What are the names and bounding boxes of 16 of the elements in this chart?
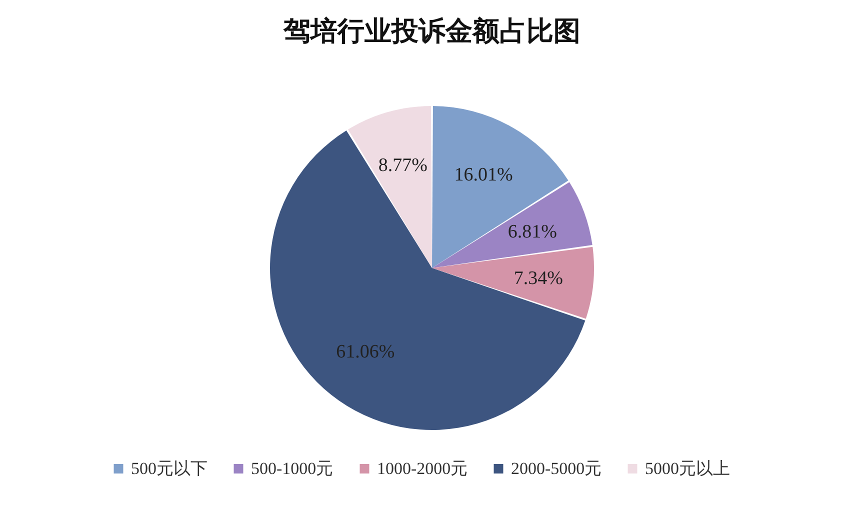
legend-label: 5000元以上 bbox=[645, 458, 730, 478]
pie-slice bbox=[432, 182, 592, 268]
pie-slice bbox=[270, 130, 586, 430]
pie-slice bbox=[432, 106, 568, 268]
legend-label: 500-1000元 bbox=[251, 458, 334, 478]
data-label: 16.01% bbox=[454, 164, 514, 186]
pie-slice bbox=[432, 246, 594, 319]
data-label: 6.81% bbox=[508, 221, 558, 242]
chart-title: 驾培行业投诉金额占比图 bbox=[282, 16, 580, 46]
pie-slice bbox=[348, 106, 432, 268]
legend-label: 500元以下 bbox=[131, 458, 208, 478]
data-label: 8.77% bbox=[378, 155, 428, 176]
data-label: 7.34% bbox=[514, 268, 564, 290]
data-label: 61.06% bbox=[336, 342, 395, 363]
legend-label: 1000-2000元 bbox=[377, 458, 468, 478]
legend-label: 2000-5000元 bbox=[511, 458, 602, 478]
